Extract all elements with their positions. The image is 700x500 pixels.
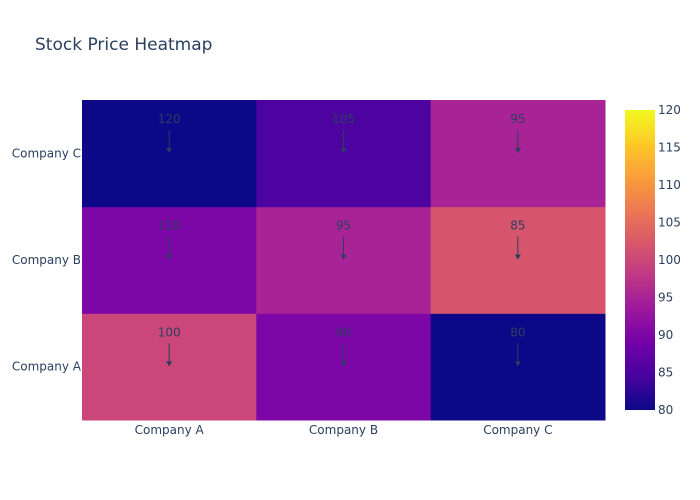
y-tick-label: Company A: [12, 360, 82, 374]
x-tick-label: Company C: [483, 423, 552, 437]
heatmap-cell: [430, 313, 606, 421]
annotation-arrowhead: [166, 148, 173, 153]
colorbar-tick-label: 100: [658, 253, 681, 267]
cell-annotation-label: 105: [332, 112, 355, 126]
heatmap-cells: [82, 100, 606, 421]
annotation-arrowhead: [514, 148, 521, 153]
annotation-arrowhead: [166, 361, 173, 367]
y-tick-label: Company B: [12, 253, 81, 267]
heatmap-cell: [82, 313, 257, 421]
cell-annotations: 100 90 80 110 95 85 120 105 95: [158, 112, 525, 367]
colorbar-tick-label: 80: [658, 403, 673, 417]
colorbar: [625, 110, 655, 410]
heatmap-cell: [430, 100, 606, 208]
colorbar-tick-label: 105: [658, 216, 681, 230]
y-tick-label: Company C: [12, 146, 81, 160]
heatmap-cell: [256, 206, 432, 314]
y-axis-ticks: Company A Company B Company C: [12, 146, 82, 373]
colorbar-tick-label: 90: [658, 328, 673, 342]
annotation-arrowhead: [340, 254, 347, 260]
x-axis-ticks: Company A Company B Company C: [135, 423, 553, 437]
x-tick-label: Company B: [309, 423, 378, 437]
annotation-arrowhead: [166, 254, 173, 260]
colorbar-tick-label: 120: [658, 103, 681, 117]
annotation-arrowhead: [514, 361, 521, 367]
colorbar-tick-label: 85: [658, 366, 673, 380]
colorbar-tick-label: 110: [658, 178, 681, 192]
cell-annotation-label: 110: [158, 219, 181, 233]
heatmap-cell: [256, 100, 432, 208]
colorbar-tick-label: 95: [658, 291, 673, 305]
heatmap-cell: [82, 206, 257, 314]
cell-annotation-label: 95: [336, 219, 351, 233]
chart-title: Stock Price Heatmap: [35, 35, 212, 55]
cell-annotation-label: 120: [158, 112, 181, 126]
heatmap-cell: [256, 313, 432, 421]
annotation-arrowhead: [340, 148, 347, 153]
heatmap-cell: [82, 100, 257, 208]
cell-annotation-label: 100: [158, 325, 181, 339]
x-tick-label: Company A: [135, 423, 205, 437]
heatmap-cell: [430, 206, 606, 314]
annotation-arrowhead: [514, 254, 521, 260]
cell-annotation-label: 80: [510, 325, 525, 339]
annotation-arrowhead: [340, 361, 347, 367]
colorbar-ticks: 80 85 90 95 100 105 110 115 120: [658, 103, 681, 417]
cell-annotation-label: 90: [336, 325, 351, 339]
colorbar-tick-label: 115: [658, 141, 681, 155]
cell-annotation-label: 95: [510, 112, 525, 126]
cell-annotation-label: 85: [510, 219, 525, 233]
